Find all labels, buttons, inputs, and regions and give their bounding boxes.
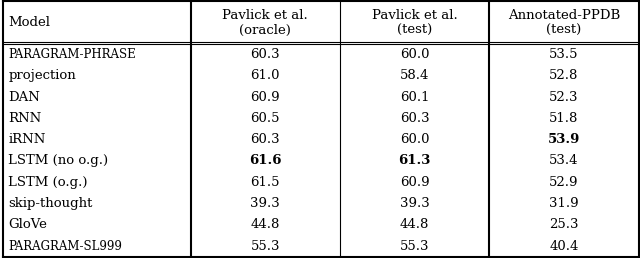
Text: 60.3: 60.3 bbox=[250, 133, 280, 146]
Text: PARAGRAM-SL999: PARAGRAM-SL999 bbox=[8, 240, 122, 253]
Text: 25.3: 25.3 bbox=[549, 218, 579, 231]
Text: 60.0: 60.0 bbox=[400, 133, 429, 146]
Text: Pavlick et al.
(oracle): Pavlick et al. (oracle) bbox=[223, 9, 308, 37]
Text: Pavlick et al.
(test): Pavlick et al. (test) bbox=[372, 9, 458, 37]
Text: 60.5: 60.5 bbox=[251, 112, 280, 125]
Text: 60.3: 60.3 bbox=[400, 112, 429, 125]
Text: PARAGRAM-PHRASE: PARAGRAM-PHRASE bbox=[8, 48, 136, 61]
Text: 52.9: 52.9 bbox=[549, 176, 579, 189]
Text: 44.8: 44.8 bbox=[400, 218, 429, 231]
Text: 39.3: 39.3 bbox=[250, 197, 280, 210]
Text: DAN: DAN bbox=[8, 91, 40, 103]
Text: 61.3: 61.3 bbox=[399, 155, 431, 167]
Text: projection: projection bbox=[8, 69, 76, 82]
Text: 55.3: 55.3 bbox=[251, 240, 280, 253]
Text: 58.4: 58.4 bbox=[400, 69, 429, 82]
Text: 61.0: 61.0 bbox=[251, 69, 280, 82]
Text: 60.1: 60.1 bbox=[400, 91, 429, 103]
Text: 61.5: 61.5 bbox=[251, 176, 280, 189]
Text: 52.8: 52.8 bbox=[549, 69, 579, 82]
Text: 60.9: 60.9 bbox=[250, 91, 280, 103]
Text: 53.4: 53.4 bbox=[549, 155, 579, 167]
Text: 31.9: 31.9 bbox=[549, 197, 579, 210]
Text: skip-thought: skip-thought bbox=[8, 197, 93, 210]
Text: iRNN: iRNN bbox=[8, 133, 45, 146]
Text: 40.4: 40.4 bbox=[549, 240, 579, 253]
Text: LSTM (o.g.): LSTM (o.g.) bbox=[8, 176, 88, 189]
Text: 60.0: 60.0 bbox=[400, 48, 429, 61]
Text: 60.9: 60.9 bbox=[400, 176, 429, 189]
Text: GloVe: GloVe bbox=[8, 218, 47, 231]
Text: 51.8: 51.8 bbox=[549, 112, 579, 125]
Text: 53.5: 53.5 bbox=[549, 48, 579, 61]
Text: LSTM (no o.g.): LSTM (no o.g.) bbox=[8, 155, 108, 167]
Text: 61.6: 61.6 bbox=[249, 155, 282, 167]
Text: Annotated-PPDB
(test): Annotated-PPDB (test) bbox=[508, 9, 620, 37]
Text: 53.9: 53.9 bbox=[548, 133, 580, 146]
Text: RNN: RNN bbox=[8, 112, 42, 125]
Text: 60.3: 60.3 bbox=[250, 48, 280, 61]
Text: 52.3: 52.3 bbox=[549, 91, 579, 103]
Text: 39.3: 39.3 bbox=[400, 197, 429, 210]
Text: 55.3: 55.3 bbox=[400, 240, 429, 253]
Text: Model: Model bbox=[8, 16, 51, 29]
Text: 44.8: 44.8 bbox=[251, 218, 280, 231]
